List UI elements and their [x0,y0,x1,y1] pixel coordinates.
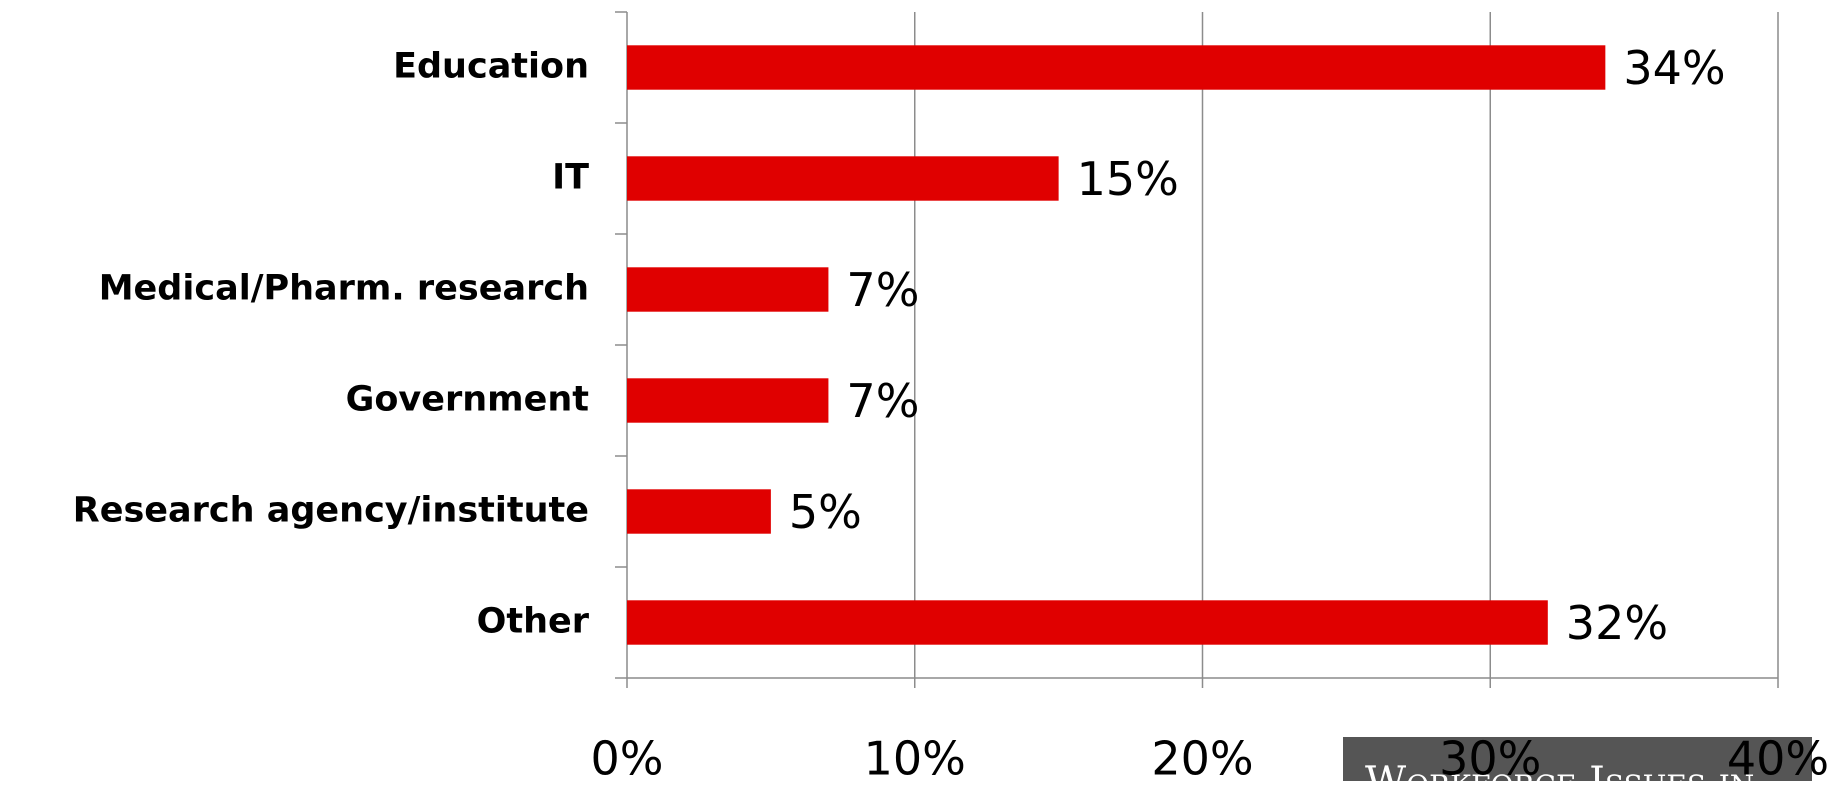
value-label: 32% [1566,596,1668,650]
x-tick-label: 0% [591,732,664,782]
value-label: 15% [1077,152,1179,206]
y-tick-label: Medical/Pharm. research [99,269,589,309]
bar [627,378,829,423]
value-label: 34% [1623,41,1725,95]
x-tick-label: 10% [864,732,966,782]
y-tick-label: Education [393,47,589,87]
x-tick-label: 40% [1727,732,1829,782]
value-label: 7% [846,263,919,317]
y-tick-label: Other [477,602,590,642]
value-label: 5% [789,485,862,539]
y-tick-label: Government [346,380,589,420]
bar [627,267,829,312]
bar [627,156,1059,201]
y-tick-label: Research agency/institute [73,491,589,531]
bar [627,45,1606,90]
value-label: 7% [846,374,919,428]
bar [627,489,771,534]
x-tick-label: 20% [1151,732,1253,782]
annotation-box [1343,737,1812,781]
y-tick-label: IT [552,158,589,198]
bar [627,600,1548,645]
annotation: Workforce Issues in [1365,759,1754,781]
x-tick-label: 30% [1439,732,1541,782]
